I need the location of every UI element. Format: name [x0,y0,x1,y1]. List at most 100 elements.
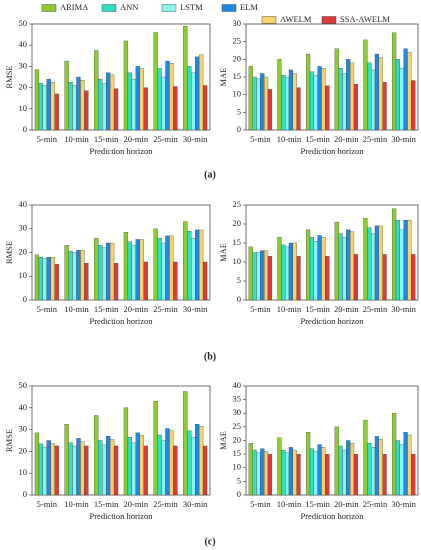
y-tick-label: 30 [233,18,242,28]
bar [325,85,330,131]
bar [350,231,355,301]
bar [102,247,107,301]
x-tick-label: 30-min [391,134,416,144]
x-tick-label: 30-min [391,304,416,314]
bar [264,76,269,131]
bar [267,89,272,131]
x-axis-label: Prediction horizon [300,316,364,326]
x-tick-label: 15-min [94,134,119,144]
bar [42,85,47,131]
bar [325,453,330,496]
bar [191,437,196,496]
bar [334,426,339,496]
bar [317,235,322,301]
bar [292,73,297,131]
x-tick-label: 20-min [334,134,359,144]
x-tick-label: 20-min [334,304,359,314]
panel-caption: (c) [204,536,215,547]
bar [191,238,196,301]
bar [306,432,311,496]
bar [109,439,115,496]
bar [109,74,115,131]
bar [84,445,89,496]
bar [395,440,400,496]
panel-caption: (b) [204,351,216,362]
bar [403,220,408,301]
y-tick-label: 30 [19,223,28,233]
x-tick-label: 25-min [363,304,388,314]
y-tick-label: 20 [233,53,242,63]
x-tick-label: 25-min [153,499,178,509]
bar [288,69,293,131]
bar [187,66,192,131]
y-tick-label: 50 [19,18,28,28]
bar [68,442,73,496]
bar [371,447,376,496]
bar [139,434,144,496]
bar [98,245,103,301]
bar [285,76,290,131]
bar [342,73,347,131]
bar [392,208,397,301]
bar [50,82,55,131]
bar [198,229,204,301]
bar [264,250,269,301]
bar [191,72,196,131]
y-tick-label: 30 [19,60,28,70]
bar [321,68,326,131]
bar [187,430,192,496]
bar [161,440,166,496]
bar [195,56,200,131]
bar [277,437,282,496]
bar [50,257,55,301]
x-tick-label: 10-min [64,134,89,144]
bar [277,237,282,301]
bar [392,413,397,496]
x-tick-label: 25-min [363,134,388,144]
bar [72,252,77,301]
bar [350,443,355,496]
legend-swatch [261,16,277,24]
x-tick-label: 10-min [277,304,302,314]
bar [34,69,40,131]
y-tick-label: 0 [23,489,27,499]
x-tick-label: 25-min [363,499,388,509]
x-tick-label: 25-min [153,304,178,314]
bar [248,443,253,496]
bar [407,434,412,496]
y-tick-label: 20 [233,434,242,444]
bar [195,423,200,496]
bar [309,71,314,131]
bar [260,448,265,496]
bar [281,75,286,131]
plot-frame [245,23,419,131]
x-tick-label: 5-min [37,499,58,509]
bar [84,90,89,131]
bar [281,244,286,301]
bar [68,82,73,131]
bar [252,76,257,131]
legend-label: LSTM [180,2,203,12]
bar [309,448,314,496]
y-tick-label: 30 [19,424,28,434]
bar [260,73,265,131]
x-tick-label: 20-min [124,304,149,314]
y-tick-label: 40 [233,380,242,390]
x-tick-label: 5-min [37,304,58,314]
bar [68,251,73,301]
bar [173,261,178,301]
y-tick-label: 10 [19,270,28,280]
plot-frame [31,23,211,131]
bar [106,72,111,131]
bar [106,242,111,301]
bar [371,69,376,131]
bar [256,252,261,301]
bar [64,423,69,496]
bar [202,261,208,301]
bar [165,60,170,131]
bar [102,444,107,496]
x-axis-label: Prediction horizon [89,316,153,326]
bar [169,235,174,301]
bar [202,445,208,496]
